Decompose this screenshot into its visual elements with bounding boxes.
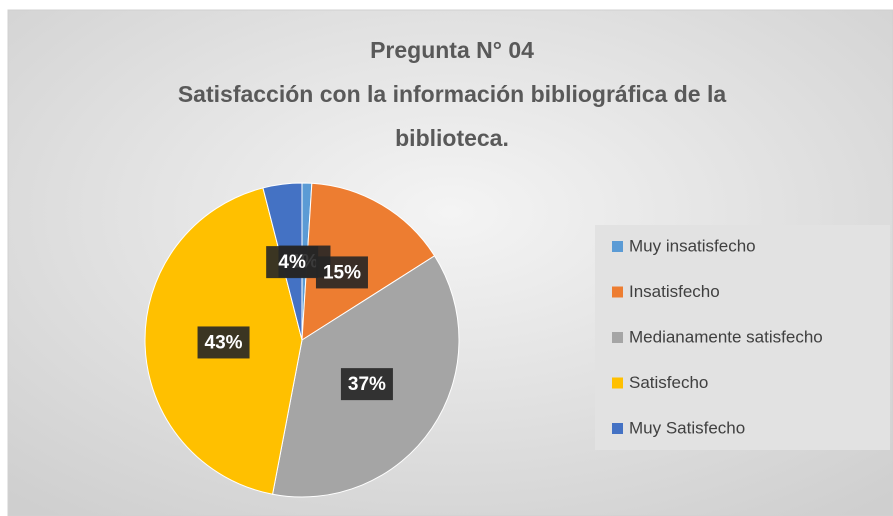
title-group: Pregunta N° 04 Satisfacción con la inform… xyxy=(178,37,727,151)
value-label: 4% xyxy=(278,252,306,273)
value-label-box xyxy=(315,256,368,289)
legend-text: Muy Satisfecho xyxy=(629,418,745,437)
legend-swatch xyxy=(612,377,623,389)
chart-title: Satisfacción con la información bibliogr… xyxy=(178,81,727,107)
legend: Muy insatisfecho Insatisfecho Medianamente… xyxy=(612,236,823,437)
legend-text: Medianamente satisfecho xyxy=(629,327,823,346)
legend-text: Satisfecho xyxy=(629,373,708,392)
pie xyxy=(144,182,460,498)
value-label: 15% xyxy=(323,262,361,283)
value-label: 43% xyxy=(205,332,243,353)
legend-swatch xyxy=(612,332,623,343)
chart-title: biblioteca. xyxy=(395,125,509,151)
value-labels: 1%15%37%43%4% xyxy=(197,245,393,401)
value-label: 37% xyxy=(348,374,386,395)
value-label-group: 43% xyxy=(197,326,250,359)
legend-box xyxy=(595,225,890,450)
value-label-group: 15% xyxy=(315,256,368,289)
chart-title: Pregunta N° 04 xyxy=(370,37,534,63)
legend-swatch xyxy=(612,241,623,252)
value-label-group: 37% xyxy=(340,368,393,401)
value-label-box xyxy=(266,246,319,279)
legend-text: Insatisfecho xyxy=(629,282,720,301)
legend-text: Muy insatisfecho xyxy=(629,236,756,255)
legend-swatch xyxy=(612,423,623,434)
legend-swatch xyxy=(612,286,623,298)
value-label-box xyxy=(197,326,250,359)
value-label-group: 4% xyxy=(266,246,319,279)
value-label-box xyxy=(340,368,393,401)
pie-slice xyxy=(301,182,436,341)
